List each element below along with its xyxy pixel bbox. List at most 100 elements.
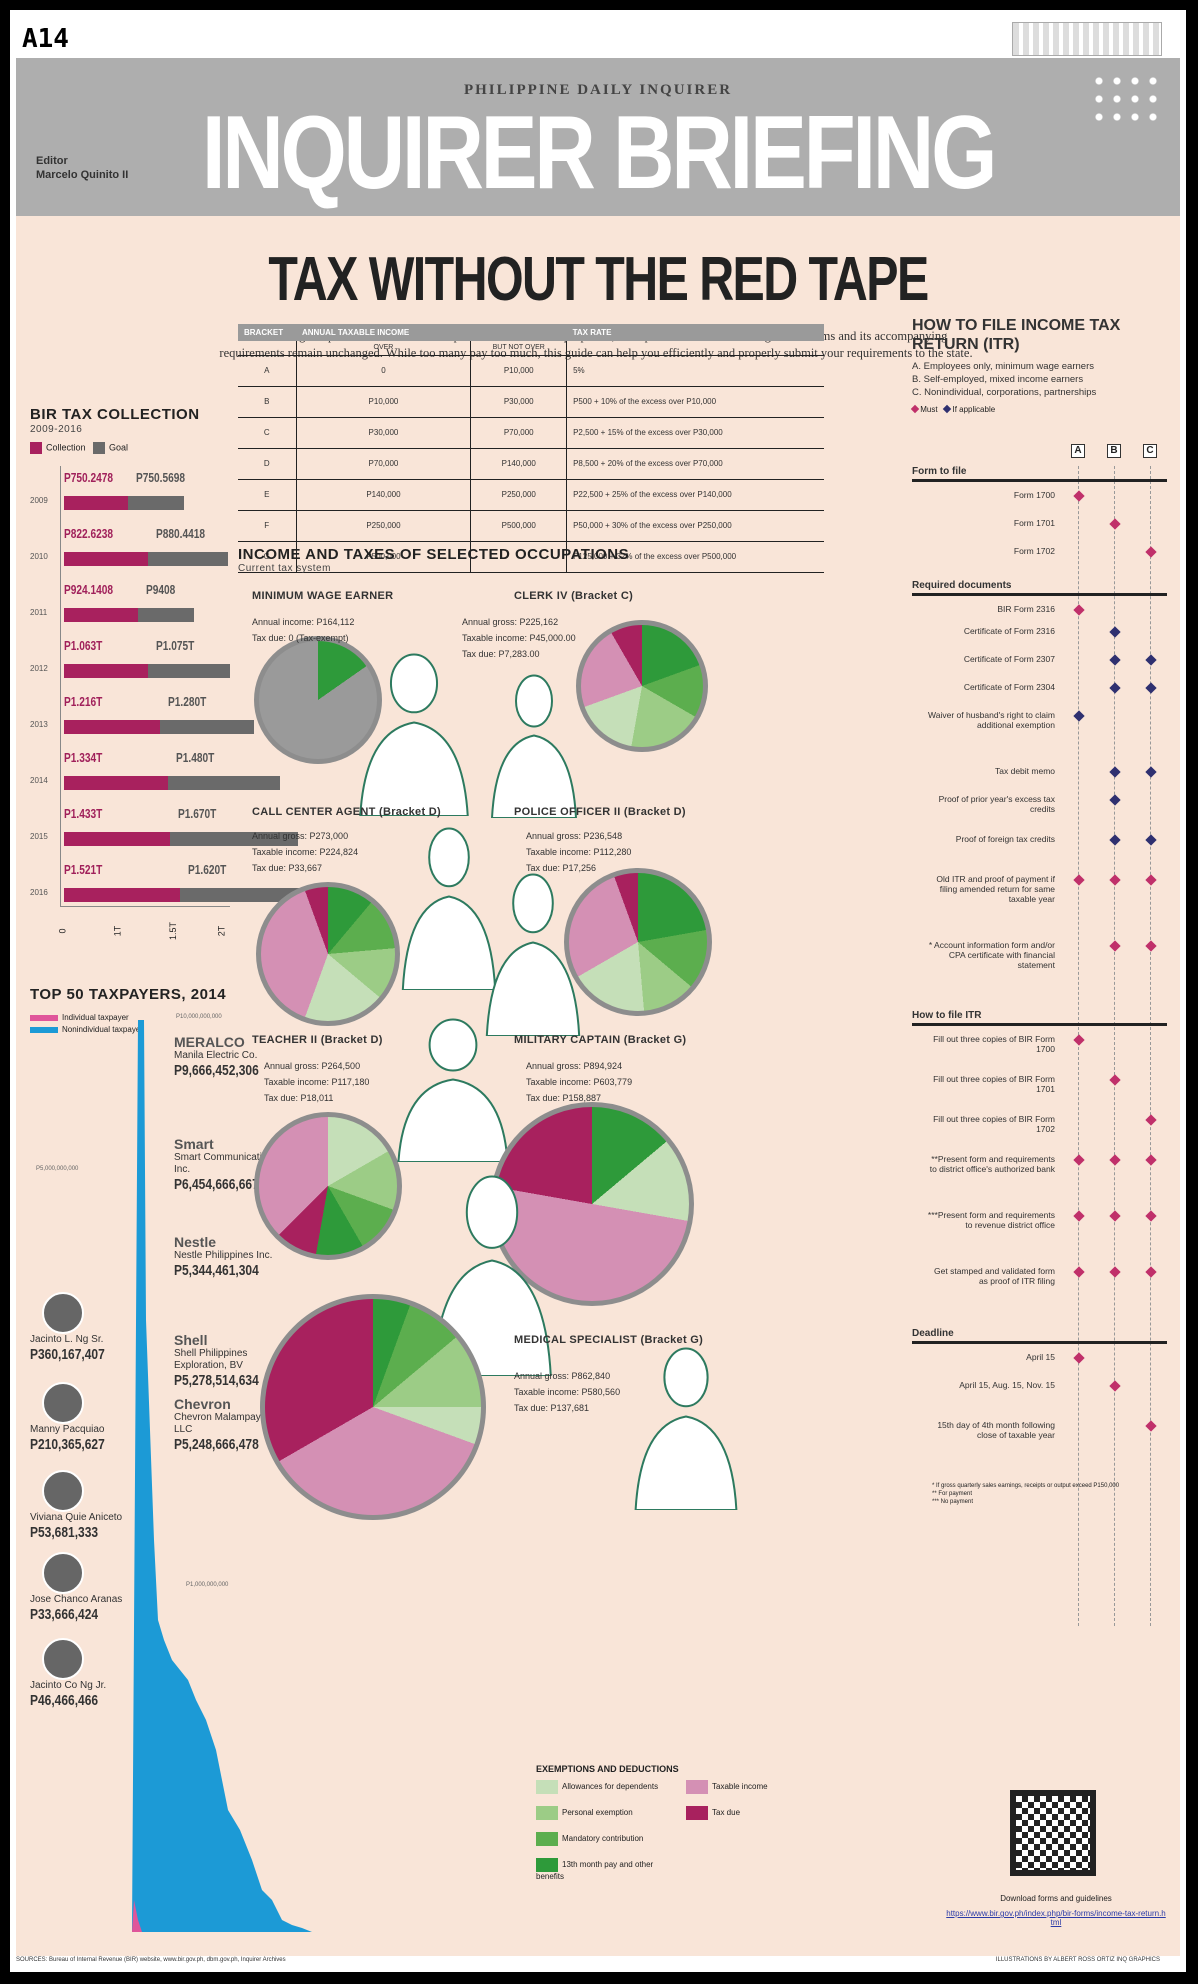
individual-avatar <box>42 1638 84 1680</box>
bir-collection-bar <box>64 832 170 846</box>
legend-item: Taxable income <box>686 1780 826 1794</box>
itr-row-text: Fill out three copies of BIR Form 1701 <box>933 1074 1055 1094</box>
bir-tick-label: 1T <box>112 925 123 937</box>
goal-swatch <box>93 442 106 454</box>
itr-marker <box>1145 1420 1157 1432</box>
table-subheader: OVER <box>296 341 472 356</box>
itr-row: Old ITR and proof of payment if filing a… <box>912 874 1167 940</box>
individual-name: Jacinto L. Ng Sr. <box>30 1334 104 1345</box>
itr-marker <box>1073 1266 1085 1278</box>
itr-row: Form 1700 <box>912 490 1167 518</box>
itr-column-header: B <box>1107 444 1121 458</box>
itr-marker <box>1109 874 1121 886</box>
itr-marker <box>1073 710 1085 722</box>
table-header: TAX RATE <box>566 324 824 341</box>
legend-label: Mandatory contribution <box>562 1834 644 1844</box>
bir-goal-label: P1.620T <box>188 862 227 877</box>
collection-swatch <box>30 442 42 454</box>
occupation-figure: Annual gross: P862,840 <box>514 1371 611 1381</box>
company-entry: Chevron Chevron Malampaya LLC P5,248,666,4… <box>174 1396 284 1453</box>
occupation-figure: Tax due: 0 (Tax-exempt) <box>252 633 349 643</box>
itr-marker <box>1109 766 1121 778</box>
bir-tick-label: 2T <box>216 925 227 937</box>
itr-marker <box>1109 1210 1121 1222</box>
bir-goal-bar <box>176 888 302 902</box>
company-name: Smart Communications Inc. <box>174 1152 278 1175</box>
table-cell: 5% <box>566 355 824 387</box>
bir-goal-label: P1.075T <box>156 638 195 653</box>
itr-row-text: Form 1702 <box>1013 546 1055 556</box>
individual-amount: P360,167,407 <box>30 1346 105 1363</box>
bir-goal-label: P9408 <box>146 582 176 597</box>
footer-credit: ILLUSTRATIONS BY ALBERT ROSS ORTIZ INQ G… <box>995 1957 1160 1963</box>
bir-row: 2010 P822.6238 P880.4418 <box>30 524 270 580</box>
individual-area <box>132 1900 142 1932</box>
bir-year: 2013 <box>30 720 48 729</box>
itr-row: Waiver of husband's right to claim addit… <box>912 710 1167 766</box>
itr-row-text: Waiver of husband's right to claim addit… <box>928 710 1055 730</box>
table-cell: P250,000 <box>296 510 472 542</box>
table-cell: P70,000 <box>470 417 568 449</box>
itr-row: * Account information form and/or CPA ce… <box>912 940 1167 1004</box>
occupation-pie <box>256 882 400 1026</box>
itr-row: Form 1701 <box>912 518 1167 546</box>
bir-goal-bar <box>156 720 254 734</box>
itr-row: Proof of foreign tax credits <box>912 834 1167 874</box>
editor-name: Marcelo Quinito II <box>36 169 129 181</box>
bir-year: 2016 <box>30 888 48 897</box>
table-cell: P250,000 <box>470 479 568 511</box>
itr-row: Fill out three copies of BIR Form 1702 <box>912 1114 1167 1154</box>
itr-row-text: Certificate of Form 2316 <box>963 626 1055 636</box>
legend-swatch <box>536 1832 558 1846</box>
itr-row: Fill out three copies of BIR Form 1701 <box>912 1074 1167 1114</box>
itr-marker <box>1109 1074 1121 1086</box>
table-cell: P140,000 <box>470 448 568 480</box>
header-title: INQUIRER BRIEFING <box>201 95 998 211</box>
individual-entry: Manny Pacquiao P210,365,627 <box>30 1382 130 1453</box>
bir-year: 2012 <box>30 664 48 673</box>
newspaper-page: A14 PHILIPPINE DAILY INQUIRER INQUIRER B… <box>10 10 1186 1972</box>
table-row: B P10,000 P30,000 P500 + 10% of the excess … <box>238 386 824 418</box>
occupation-figure: Tax due: P7,283.00 <box>462 649 540 659</box>
bir-axis <box>60 466 61 906</box>
company-amount: P5,344,461,304 <box>174 1262 259 1279</box>
table-cell: P500 + 10% of the excess over P10,000 <box>566 386 824 418</box>
company-name: Shell Philippines Exploration, BV <box>174 1348 248 1371</box>
legend-if: If applicable <box>952 405 996 414</box>
bir-goal-label: P1.480T <box>176 750 215 765</box>
itr-note: * If gross quarterly sales earnings, rec… <box>932 1483 1120 1489</box>
table-cell: P2,500 + 15% of the excess over P30,000 <box>566 417 824 449</box>
legend-label: Tax due <box>712 1808 741 1818</box>
bir-goal-bar <box>164 776 280 790</box>
itr-marker <box>1109 518 1121 530</box>
itr-row: April 15 <box>912 1352 1167 1380</box>
occupation-pie <box>254 1112 402 1260</box>
itr-column-line <box>1078 466 1079 1626</box>
bir-year: 2009 <box>30 496 48 505</box>
download-link[interactable]: https://www.bir.gov.ph/index.php/bir-for… <box>946 1909 1166 1927</box>
legend-swatch <box>536 1780 558 1794</box>
individual-entry: Jose Chanco Aranas P33,666,424 <box>30 1552 130 1623</box>
itr-row-text: Fill out three copies of BIR Form 1700 <box>933 1034 1055 1054</box>
bir-tick-label: 0 <box>57 928 68 934</box>
itr-row-text: April 15 <box>1026 1352 1055 1362</box>
bir-goal-label: P880.4418 <box>156 526 206 541</box>
occupation-illustration <box>359 653 469 816</box>
legend-goal: Goal <box>109 442 129 453</box>
legend-label: Personal exemption <box>562 1808 633 1818</box>
itr-marker <box>1073 490 1085 502</box>
table-cell: P500,000 <box>296 541 472 573</box>
table-row: D P70,000 P140,000 P8,500 + 20% of the exce… <box>238 448 824 480</box>
itr-marker <box>1073 604 1085 616</box>
occupation-info: Annual gross: P225,162 Taxable income: P4… <box>462 614 576 662</box>
company-amount: P9,666,452,306 <box>174 1062 259 1079</box>
occupation-label: MINIMUM WAGE EARNER <box>252 590 394 602</box>
bir-x-axis <box>60 906 230 907</box>
legend-item: 13th month pay and other benefits <box>536 1858 676 1881</box>
qr-code[interactable] <box>1010 1790 1096 1876</box>
occupation-figure: Tax due: P158,887 <box>526 1093 602 1103</box>
legend-item: Allowances for dependents <box>536 1780 676 1794</box>
download-text: Download forms and guidelines <box>1000 1894 1112 1903</box>
itr-marker <box>1073 1154 1085 1166</box>
company-logo: Shell <box>174 1332 208 1348</box>
